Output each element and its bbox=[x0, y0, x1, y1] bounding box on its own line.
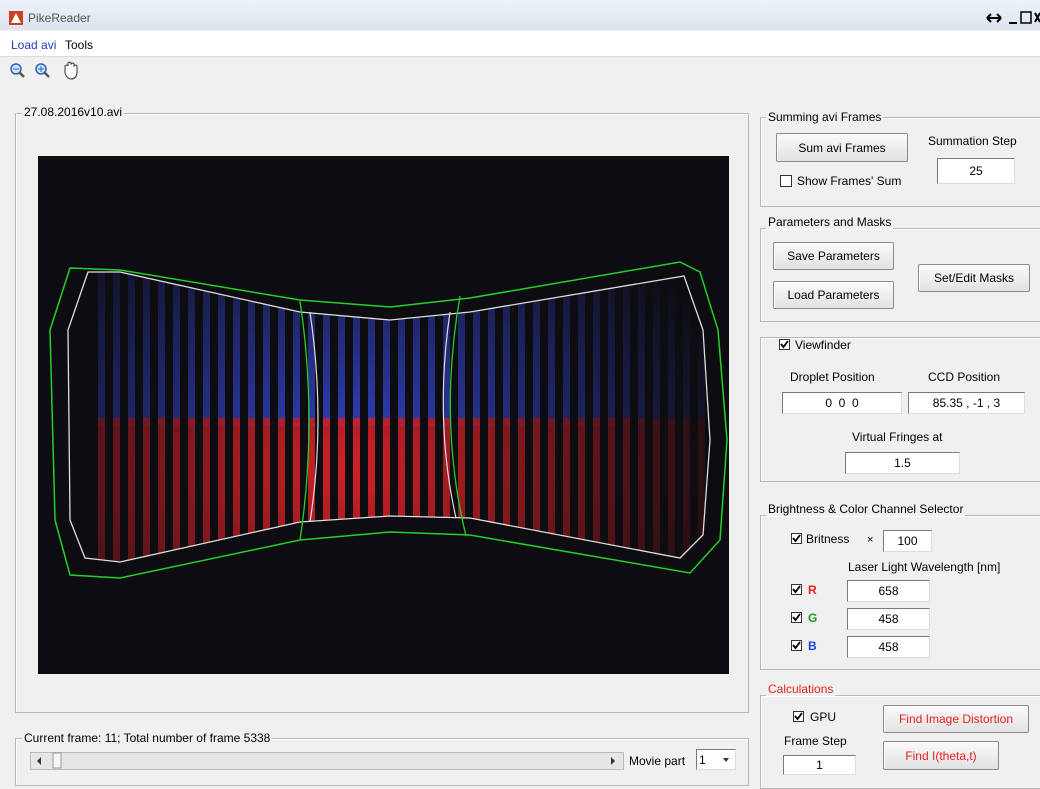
frame-step-input[interactable]: 1 bbox=[783, 755, 856, 775]
wavelength-label: Laser Light Wavelength [nm] bbox=[848, 560, 1000, 574]
window-title: PikeReader bbox=[28, 11, 91, 25]
movie-part-label: Movie part bbox=[629, 754, 685, 768]
ccd-input[interactable]: 85.35 , -1 , 3 bbox=[908, 392, 1025, 414]
checkbox[interactable] bbox=[791, 584, 803, 596]
ccd-label: CCD Position bbox=[928, 370, 1000, 384]
masks-button[interactable]: Set/Edit Masks bbox=[918, 264, 1030, 292]
wavelength-input[interactable]: 458 bbox=[847, 608, 930, 630]
checkbox[interactable] bbox=[791, 612, 803, 624]
checkbox[interactable] bbox=[779, 339, 791, 351]
channel-name: G bbox=[808, 611, 817, 625]
show-sum-label: Show Frames' Sum bbox=[797, 174, 901, 188]
gpu-label: GPU bbox=[810, 710, 836, 724]
checkbox[interactable] bbox=[780, 175, 792, 187]
droplet-label: Droplet Position bbox=[790, 370, 875, 384]
wavelength-input[interactable]: 658 bbox=[847, 580, 930, 602]
britness-label: Britness bbox=[806, 532, 849, 546]
app-icon bbox=[9, 11, 23, 25]
checkbox[interactable] bbox=[791, 640, 803, 652]
britness-input[interactable]: 100 bbox=[883, 530, 932, 552]
load-button[interactable]: Load Parameters bbox=[773, 281, 894, 309]
step-label: Summation Step bbox=[928, 134, 1017, 148]
wavelength-input[interactable]: 458 bbox=[847, 636, 930, 658]
fringes-label: Virtual Fringes at bbox=[852, 430, 943, 444]
window-controls[interactable] bbox=[985, 10, 1040, 26]
checkbox[interactable] bbox=[793, 711, 805, 723]
menu-item[interactable]: Load avi bbox=[11, 38, 56, 52]
droplet-input[interactable]: 0 0 0 bbox=[782, 392, 902, 414]
frame-step-label: Frame Step bbox=[784, 734, 847, 748]
app-window: PikeReader Load avi Tools 27.08.2016v10.… bbox=[0, 0, 1040, 786]
dropdown-arrow bbox=[721, 756, 731, 764]
menu-bar bbox=[0, 31, 1040, 57]
checkbox[interactable] bbox=[791, 533, 803, 545]
sum-button[interactable]: Sum avi Frames bbox=[776, 133, 908, 162]
panel-title: Summing avi Frames bbox=[766, 110, 883, 124]
intensity-button[interactable]: Find I(theta,t) bbox=[883, 741, 999, 770]
panel-title: 27.08.2016v10.avi bbox=[22, 105, 124, 119]
frame-status: Current frame: 11; Total number of frame… bbox=[22, 731, 272, 745]
channel-name: B bbox=[808, 639, 817, 653]
menu-item[interactable]: Tools bbox=[65, 38, 93, 52]
video-frame bbox=[38, 156, 729, 674]
panel-title: Calculations bbox=[766, 682, 835, 696]
distortion-button[interactable]: Find Image Distortion bbox=[883, 705, 1029, 733]
step-input[interactable]: 25 bbox=[937, 158, 1015, 184]
toolbar[interactable] bbox=[8, 61, 93, 83]
channel-name: R bbox=[808, 583, 817, 597]
title-bar bbox=[0, 0, 1040, 30]
slider-controls[interactable] bbox=[30, 752, 623, 770]
multiplier: × bbox=[867, 534, 873, 546]
panel-title: Parameters and Masks bbox=[766, 215, 893, 229]
save-button[interactable]: Save Parameters bbox=[773, 242, 894, 270]
movie-part-value: 1 bbox=[699, 753, 706, 767]
fringes-input[interactable]: 1.5 bbox=[845, 452, 960, 474]
panel-title: Brightness & Color Channel Selector bbox=[766, 502, 965, 516]
viewfinder-label: Viewfinder bbox=[795, 338, 851, 352]
